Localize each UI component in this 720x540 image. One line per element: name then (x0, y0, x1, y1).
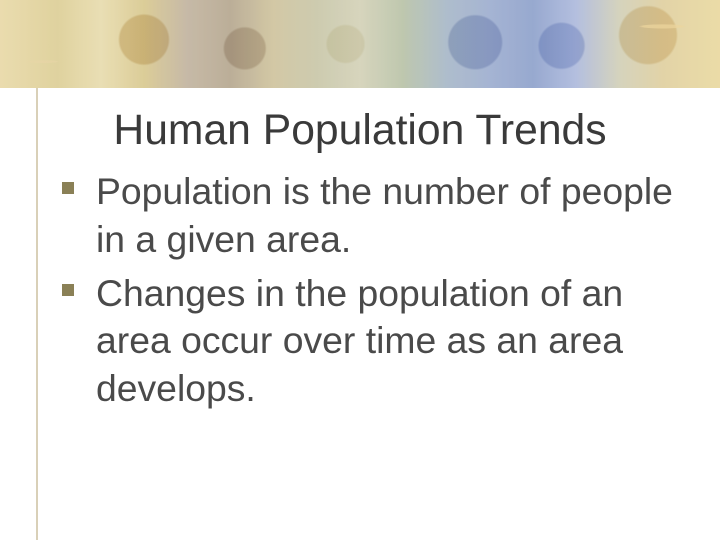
vertical-rule (36, 88, 38, 540)
bullet-text: Changes in the population of an area occ… (96, 270, 682, 413)
slide-title: Human Population Trends (0, 106, 720, 155)
decorative-banner (0, 0, 720, 88)
bullet-item: Changes in the population of an area occ… (62, 270, 682, 413)
square-bullet-icon (62, 182, 74, 194)
bullet-text: Population is the number of people in a … (96, 168, 682, 264)
bullet-item: Population is the number of people in a … (62, 168, 682, 264)
slide-body: Population is the number of people in a … (62, 168, 682, 419)
slide: Human Population Trends Population is th… (0, 0, 720, 540)
square-bullet-icon (62, 284, 74, 296)
